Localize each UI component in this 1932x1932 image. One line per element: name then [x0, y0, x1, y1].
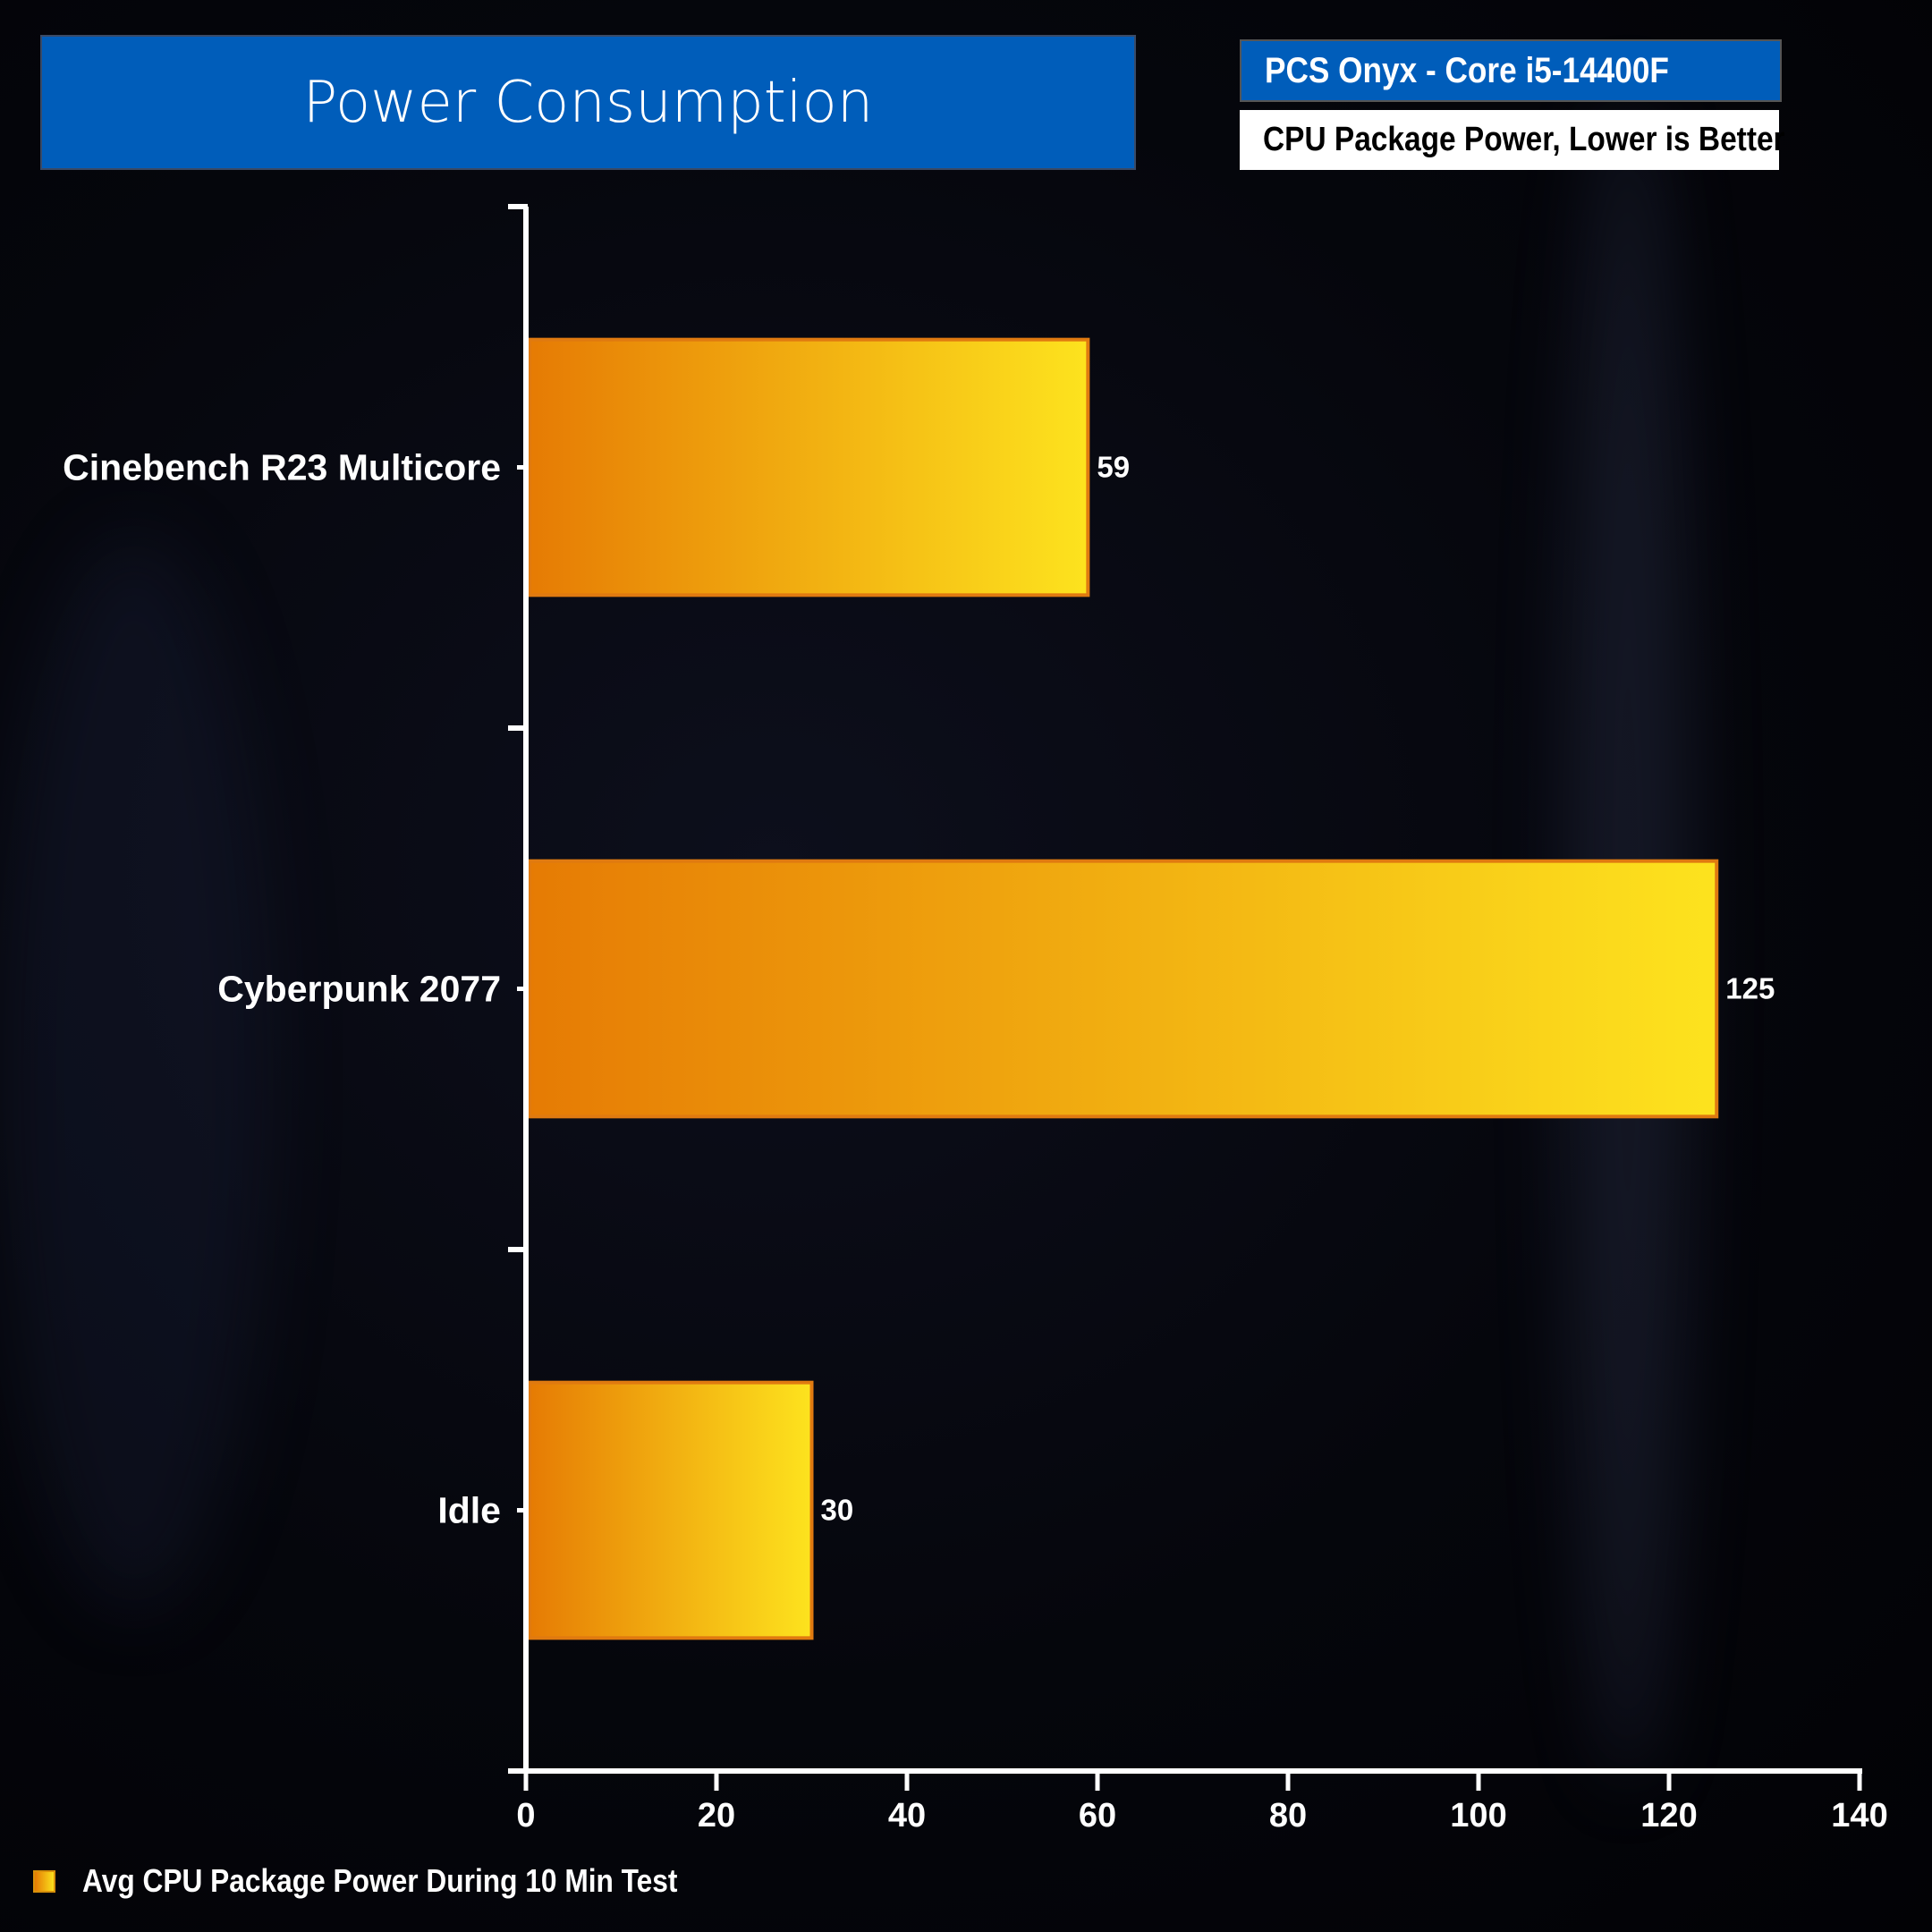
x-tick-label: 40	[888, 1797, 926, 1835]
metric-subtitle: CPU Package Power, Lower is Better	[1240, 110, 1785, 170]
data-label: 59	[1097, 451, 1130, 484]
x-tick-label: 80	[1269, 1797, 1307, 1835]
chart-title: Power Consumption	[40, 35, 1136, 170]
x-tick-label: 0	[516, 1797, 535, 1835]
category-label: Idle	[437, 1490, 501, 1531]
category-label: Cyberpunk 2077	[217, 969, 501, 1010]
bar	[528, 859, 1719, 1119]
x-tick-label: 140	[1831, 1797, 1887, 1835]
legend-label: Avg CPU Package Power During 10 Min Test	[82, 1862, 678, 1899]
x-tick-label: 20	[698, 1797, 735, 1835]
legend-swatch	[33, 1869, 55, 1893]
metric-subtitle-text: CPU Package Power, Lower is Better	[1263, 121, 1785, 158]
legend: Avg CPU Package Power During 10 Min Test	[33, 1862, 758, 1900]
system-subtitle-text: PCS Onyx - Core i5-14400F	[1265, 50, 1669, 90]
data-label: 30	[821, 1494, 854, 1527]
data-label: 125	[1725, 972, 1775, 1005]
bar	[528, 1380, 814, 1640]
system-subtitle: PCS Onyx - Core i5-14400F	[1240, 39, 1782, 102]
x-tick-label: 100	[1450, 1797, 1506, 1835]
x-tick-label: 60	[1079, 1797, 1116, 1835]
bar	[528, 337, 1090, 597]
category-label: Cinebench R23 Multicore	[63, 447, 501, 488]
x-tick-label: 120	[1640, 1797, 1697, 1835]
